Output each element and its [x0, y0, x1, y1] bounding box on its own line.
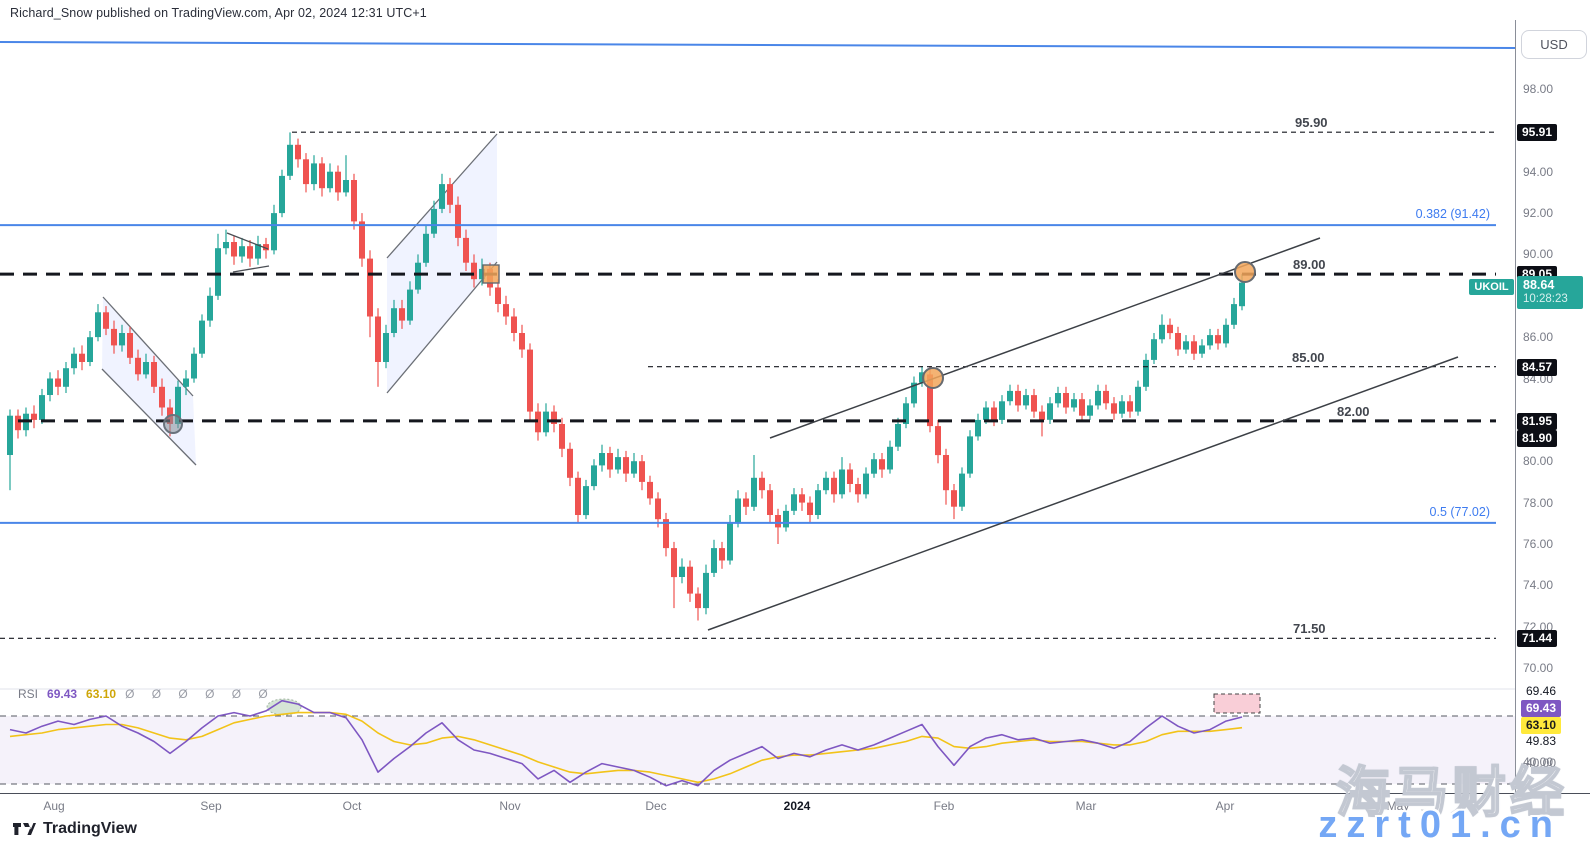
- time-axis-month: May: [1386, 799, 1410, 813]
- rsi-ma-line[interactable]: [9, 711, 1243, 784]
- rsi-row-value: 40.00: [1526, 756, 1557, 770]
- watermark-domain: zzrt01.cn: [1318, 804, 1562, 846]
- rising-channel-upper[interactable]: [769, 237, 1321, 439]
- orange-marker-box[interactable]: [482, 264, 500, 284]
- pennant-line[interactable]: [232, 265, 270, 273]
- price-axis-tick: 90.00: [1523, 247, 1554, 262]
- tradingview-logo-text: TradingView: [43, 820, 137, 837]
- orange-marker-circle[interactable]: [922, 367, 944, 389]
- time-axis-month: Oct: [342, 799, 362, 813]
- time-axis-month: Dec: [645, 799, 667, 813]
- price-axis-border: [1515, 20, 1516, 793]
- symbol-price-flag: UKOIL: [1469, 279, 1514, 295]
- price-axis-tick: 86.00: [1523, 330, 1554, 345]
- price-level-annotation: 89.00: [1293, 257, 1326, 273]
- candlestick-series[interactable]: [7, 132, 1245, 621]
- last-price-value: 88.64: [1523, 277, 1555, 292]
- rsi-row-value: 69.46: [1526, 684, 1557, 698]
- time-axis-month: Feb: [933, 799, 955, 813]
- orange-marker-circle[interactable]: [1234, 261, 1256, 283]
- rsi-bearish-box[interactable]: [1213, 693, 1261, 714]
- time-axis-month: Aug: [43, 799, 65, 813]
- rsi-axis-tick: 40.00: [1523, 755, 1554, 769]
- price-axis-tick: 92.00: [1523, 206, 1554, 221]
- price-level-annotation: 85.00: [1292, 349, 1325, 365]
- watermark-cjk: 海马财经: [1335, 762, 1568, 824]
- price-axis-tick: 74.00: [1523, 578, 1554, 593]
- bar-countdown: 10:28:23: [1523, 292, 1568, 305]
- tradingview-logo[interactable]: TradingView: [12, 820, 137, 838]
- price-line-axis-tag: 71.44: [1517, 630, 1558, 648]
- price-line-axis-tag: 81.90: [1517, 429, 1558, 447]
- currency-button[interactable]: USD: [1521, 30, 1587, 59]
- rsi-indicator-title: RSI: [18, 687, 39, 701]
- pennant-line[interactable]: [226, 232, 269, 250]
- grey-marker-circle[interactable]: [163, 414, 183, 434]
- tradingview-logo-icon: [13, 823, 36, 835]
- price-axis-tick: 80.00: [1523, 454, 1554, 469]
- rsi-row-value: 69.43: [1521, 700, 1562, 717]
- price-line-axis-tag: 84.57: [1517, 358, 1558, 376]
- time-axis[interactable]: Aug Sep Oct Nov Dec 2024 Feb Mar Apr May: [0, 793, 1590, 820]
- fib-level-annotation: 0.5 (77.02): [1429, 504, 1490, 519]
- price-axis-tick: 76.00: [1523, 536, 1554, 551]
- rsi-band: [0, 716, 1515, 784]
- time-axis-month: Sep: [200, 799, 222, 813]
- rsi-row-value: 49.83: [1526, 734, 1557, 748]
- price-axis[interactable]: 98.00 94.00 92.00 90.00 86.00 84.00 80.00 78.00…: [1515, 0, 1590, 793]
- rsi-row-value: 63.10: [1521, 717, 1562, 734]
- ascending-channel[interactable]: [387, 134, 497, 393]
- price-axis-tick: 70.00: [1523, 661, 1554, 676]
- rising-channel-lower[interactable]: [707, 356, 1459, 631]
- byline: Richard_Snow published on TradingView.co…: [10, 6, 427, 20]
- time-axis-month: 2024: [783, 799, 811, 813]
- rsi-hidden-values: Ø Ø Ø Ø Ø Ø: [125, 687, 275, 701]
- rsi-ma-value: 63.10: [86, 687, 117, 701]
- price-line-axis-tag: 81.95: [1517, 412, 1558, 430]
- price-line-axis-tag: 95.91: [1517, 124, 1558, 142]
- price-level-annotation: 95.90: [1295, 115, 1328, 131]
- price-axis-tick: 78.00: [1523, 495, 1554, 510]
- fib-level-annotation: 0.382 (91.42): [1415, 207, 1490, 222]
- price-level-annotation: 71.50: [1293, 621, 1326, 637]
- rsi-line[interactable]: [9, 699, 1243, 787]
- rsi-indicator-legend[interactable]: RSI 69.43 63.10 Ø Ø Ø Ø Ø Ø: [18, 687, 275, 701]
- time-axis-month: Nov: [499, 799, 521, 813]
- price-axis-tick: 94.00: [1523, 164, 1554, 179]
- rsi-value: 69.43: [47, 687, 78, 701]
- time-axis-month: Apr: [1215, 799, 1235, 813]
- upper-ray-line[interactable]: [0, 41, 1516, 49]
- time-axis-month: Mar: [1075, 799, 1097, 813]
- descending-channel[interactable]: [102, 297, 196, 465]
- price-axis-tick: 72.00: [1523, 619, 1554, 634]
- last-price-tag: 88.64 10:28:23: [1517, 275, 1583, 309]
- price-axis-tick: 98.00: [1523, 82, 1554, 96]
- price-level-annotation: 82.00: [1337, 403, 1370, 419]
